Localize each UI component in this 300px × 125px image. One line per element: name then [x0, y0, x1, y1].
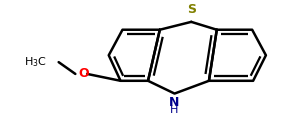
Text: S: S — [187, 3, 196, 16]
Text: N: N — [169, 96, 180, 108]
Text: O: O — [78, 67, 88, 80]
Text: H: H — [170, 105, 179, 115]
Text: H$_3$C: H$_3$C — [24, 55, 47, 69]
